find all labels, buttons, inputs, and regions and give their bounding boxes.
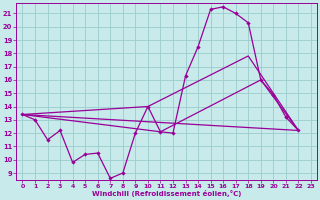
- X-axis label: Windchill (Refroidissement éolien,°C): Windchill (Refroidissement éolien,°C): [92, 190, 241, 197]
